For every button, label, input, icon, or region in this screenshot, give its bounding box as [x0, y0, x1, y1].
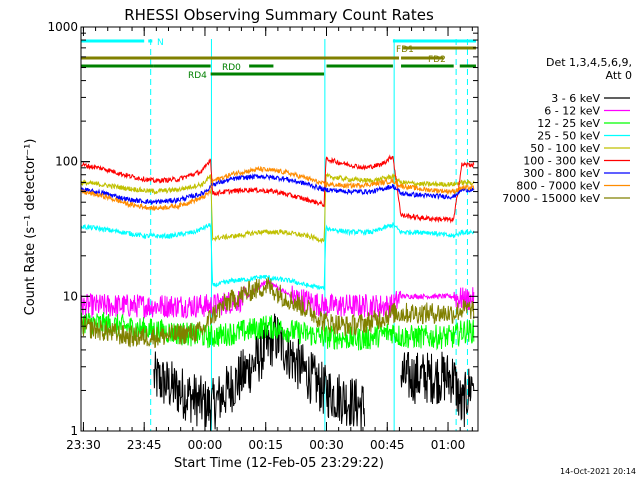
series-100-300-kev [80, 154, 475, 224]
legend-label-7000-15000-kev: 7000 - 15000 keV [502, 192, 600, 205]
flag-label-fd1: FD1 [396, 45, 414, 55]
y-tick-label-1000: 1000 [47, 20, 78, 34]
flag-bar-n: N [81, 38, 164, 48]
x-tick-label-00-30: 00:30 [309, 438, 344, 452]
plot-frame [80, 26, 479, 432]
flag-bar-rd4: RD4 [188, 71, 325, 81]
series-line-3-6-kev-2 [400, 351, 475, 428]
flag-label-n: N [157, 38, 164, 48]
flag-label-fd2: FD2 [428, 55, 446, 65]
legend-label-300-800-kev: 300 - 800 keV [523, 167, 600, 180]
y-tick-label-100: 100 [55, 155, 78, 169]
y-tick-label-1: 1 [70, 424, 78, 438]
series-line-100-300-kev-1 [80, 154, 475, 224]
y-tick-label-10: 10 [63, 289, 78, 303]
series-line-3-6-kev-1 [153, 313, 366, 432]
legend-label-6-12-kev: 6 - 12 keV [544, 105, 600, 118]
flag-bar-fd1: FD1 [396, 45, 476, 55]
plot-area: N FD1 FD2 RD0 RD4 [80, 38, 476, 432]
series-line-50-100-kev-1 [80, 172, 475, 244]
legend-label-3-6-kev: 3 - 6 keV [551, 92, 600, 105]
series-50-100-kev [80, 172, 475, 244]
x-tick-label-23-30: 23:30 [66, 438, 101, 452]
y-axis-label: Count Rate (s⁻¹ detector⁻¹) [23, 139, 38, 316]
legend-label-800-7000-kev: 800 - 7000 keV [516, 180, 600, 193]
footer-timestamp: 14-Oct-2021 20:14 [560, 467, 636, 476]
series-3-6-kev [153, 313, 475, 432]
series-7000-15000-kev [80, 277, 475, 349]
flag-label-rd4: RD4 [188, 71, 207, 81]
x-tick-label-00-45: 00:45 [370, 438, 405, 452]
chart-title: RHESSI Observing Summary Count Rates [124, 6, 434, 24]
x-tick-label-00-00: 00:00 [188, 438, 223, 452]
series-6-12-kev [80, 279, 475, 319]
legend-label-12-25-kev: 12 - 25 keV [537, 117, 600, 130]
legend-header-1: Det 1,3,4,5,6,9, [546, 56, 632, 69]
series-800-7000-kev [80, 165, 475, 211]
series-line-300-800-kev-1 [80, 173, 475, 205]
legend-header-2: Att 0 [606, 69, 632, 82]
legend-label-50-100-kev: 50 - 100 keV [530, 142, 600, 155]
series-line-6-12-kev-1 [80, 279, 475, 319]
legend-label-100-300-kev: 100 - 300 keV [523, 155, 600, 168]
series-line-25-50-kev-1 [80, 222, 475, 291]
x-tick-label-23-45: 23:45 [127, 438, 162, 452]
legend-label-25-50-kev: 25 - 50 keV [537, 130, 600, 143]
series-25-50-kev [80, 222, 475, 291]
flag-bar-rd0: RD0 [81, 63, 476, 73]
x-axis-label: Start Time (12-Feb-05 23:29:22) [174, 456, 384, 471]
axes: 1 10 100 1000 23:30 23:45 00:00 00:15 00:30 00:45… [47, 20, 479, 452]
flag-label-rd0: RD0 [222, 63, 241, 73]
x-tick-label-01-00: 01:00 [431, 438, 466, 452]
series-line-7000-15000-kev-1 [80, 277, 475, 349]
flag-bar-fd2: FD2 [81, 55, 446, 65]
series-line-800-7000-kev-1 [80, 165, 475, 211]
series-300-800-kev [80, 173, 475, 205]
x-tick-label-00-15: 00:15 [248, 438, 283, 452]
